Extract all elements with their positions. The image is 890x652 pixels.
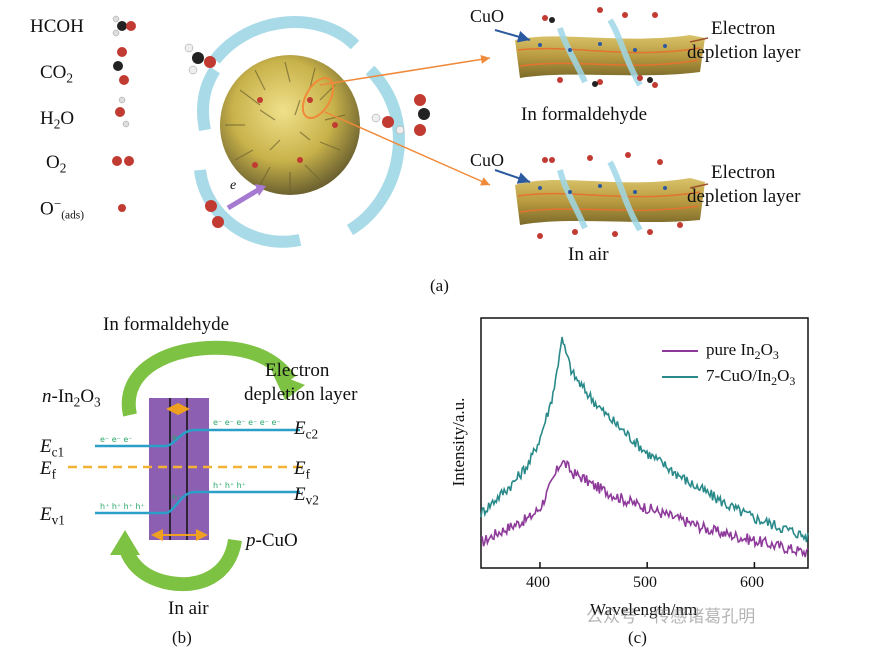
top-edl-label-2: depletion layer xyxy=(687,42,801,63)
top-caption: In formaldehyde xyxy=(521,104,648,125)
hcoh-molecule-icon xyxy=(112,15,136,37)
ec2-label: Ec2 xyxy=(294,418,319,442)
ev2-label: Ev2 xyxy=(294,484,319,508)
panel-b-title: In formaldehyde xyxy=(103,314,230,335)
co2-molecule-icon xyxy=(113,47,129,85)
ef-left-label: Ef xyxy=(40,458,57,482)
series-line-pure-in2o3 xyxy=(480,459,809,558)
svg-text:h⁺: h⁺ xyxy=(172,493,181,502)
panel-b-edl-1: Electron xyxy=(265,360,330,381)
svg-text:e⁻ e⁻ e⁻ e⁻ e⁻ e⁻: e⁻ e⁻ e⁻ e⁻ e⁻ e⁻ xyxy=(213,418,281,427)
electron-arrow-icon xyxy=(226,184,266,211)
svg-text:h⁺ h⁺ h⁺: h⁺ h⁺ h⁺ xyxy=(213,481,246,490)
depletion-layer-bottom-icon xyxy=(515,152,709,239)
xtick-400: 400 xyxy=(526,574,550,591)
h2o-molecule-icon xyxy=(115,96,130,128)
bottom-edl-label-1: Electron xyxy=(711,162,776,183)
x-ticks xyxy=(539,562,756,568)
series-line-cuo-in2o3 xyxy=(480,336,809,543)
depletion-layer-top-icon xyxy=(515,7,709,88)
o2-floating-molecule-icon xyxy=(205,200,224,228)
oads-molecule-icon xyxy=(118,204,126,212)
legend-swatches xyxy=(662,350,698,378)
panel-b-label: (b) xyxy=(172,628,192,647)
h2o-floating-molecule-icon xyxy=(371,113,405,135)
legend-oads-label: O−(ads) xyxy=(40,196,85,222)
valence-band xyxy=(95,490,300,515)
panel-a-label: (a) xyxy=(430,276,449,295)
in2o3-sphere-icon xyxy=(220,55,360,195)
svg-text:e⁻: e⁻ xyxy=(172,433,181,442)
green-top-arrow-icon xyxy=(121,340,305,417)
electron-symbol: e xyxy=(230,178,237,193)
co2-floating-molecule-icon xyxy=(414,94,430,136)
legend-cuo-label: 7-CuO/In2O3 xyxy=(706,366,796,389)
panel-b-bottom-caption: In air xyxy=(168,598,209,619)
x-axis-label: Wavelength/nm xyxy=(590,600,698,619)
p-cuo-box xyxy=(149,398,209,540)
hcoh-floating-molecule-icon xyxy=(184,43,216,75)
n-in2o3-label: n-In2O3 xyxy=(42,386,101,410)
xtick-500: 500 xyxy=(633,574,657,591)
legend-h2o-label: H2O xyxy=(40,108,75,132)
watermark-text: 公众号 · 传感诸葛孔明 xyxy=(586,607,756,627)
ev1-label: Ev1 xyxy=(40,504,65,528)
series-lines xyxy=(480,336,809,558)
o2-molecule-icon xyxy=(112,156,134,166)
top-cuo-label: CuO xyxy=(470,6,505,26)
panel-b-edl-2: depletion layer xyxy=(244,384,358,405)
y-axis-label: Intensity/a.u. xyxy=(449,397,468,487)
xtick-600: 600 xyxy=(740,574,764,591)
top-edl-label-1: Electron xyxy=(711,18,776,39)
green-bottom-arrow-icon xyxy=(110,530,242,592)
bottom-caption: In air xyxy=(568,244,609,265)
svg-text:e⁻ e⁻ e⁻: e⁻ e⁻ e⁻ xyxy=(100,435,133,444)
legend-pure-label: pure In2O3 xyxy=(706,340,779,363)
legend-o2-label: O2 xyxy=(46,152,67,176)
p-cuo-label: p-CuO xyxy=(246,530,298,551)
conduction-band xyxy=(95,428,300,448)
bottom-cuo-label: CuO xyxy=(470,150,505,170)
legend-hcoh-label: HCOH xyxy=(30,16,84,37)
panel-c-label: (c) xyxy=(628,628,647,647)
ef-right-label: Ef xyxy=(294,458,311,482)
legend-co2-label: CO2 xyxy=(40,62,74,86)
svg-text:h⁺ h⁺ h⁺ h⁺: h⁺ h⁺ h⁺ h⁺ xyxy=(100,502,145,511)
ec1-label: Ec1 xyxy=(40,436,65,460)
chart-frame xyxy=(480,317,809,569)
bottom-edl-label-2: depletion layer xyxy=(687,186,801,207)
cycle-arrows-icon xyxy=(194,16,405,248)
